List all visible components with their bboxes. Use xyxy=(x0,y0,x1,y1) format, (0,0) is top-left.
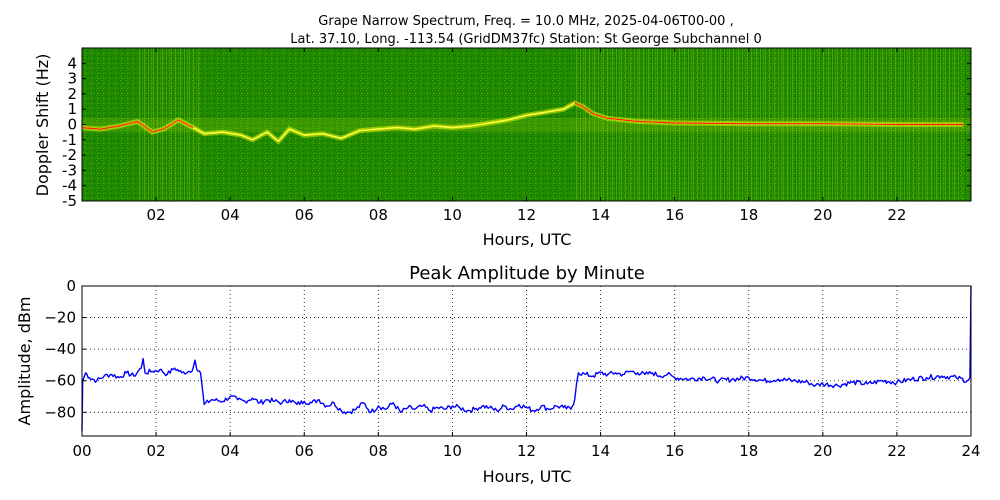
amp-x-tick-label: 06 xyxy=(295,442,314,460)
amp-y-tick-label: −40 xyxy=(44,340,76,358)
spec-x-tick-label: 12 xyxy=(517,206,536,224)
spectrogram-y-label: Doppler Shift (Hz) xyxy=(33,54,52,197)
amplitude-x-axis: 00 02 04 06 08 10 12 14 16 18 20 22 24 xyxy=(72,432,981,460)
spectrogram-x-label: Hours, UTC xyxy=(483,230,572,249)
amp-x-tick-label: 04 xyxy=(221,442,240,460)
amplitude-y-axis: 0 −20 −40 −60 −80 xyxy=(44,277,86,421)
amplitude-grid xyxy=(82,286,971,436)
spec-x-tick-label: 16 xyxy=(665,206,684,224)
amp-x-tick-label: 00 xyxy=(72,442,91,460)
spectrogram-x-axis: 02 04 06 08 10 12 14 16 18 20 22 xyxy=(147,48,906,224)
spec-x-tick-label: 18 xyxy=(739,206,758,224)
spec-y-tick-label: 1 xyxy=(67,100,77,118)
spec-x-tick-label: 06 xyxy=(295,206,314,224)
amp-y-tick-label: −20 xyxy=(44,309,76,327)
amp-y-tick-label: −60 xyxy=(44,372,76,390)
spec-x-tick-label: 22 xyxy=(887,206,906,224)
amplitude-x-label: Hours, UTC xyxy=(483,467,572,486)
figure-title-line1: Grape Narrow Spectrum, Freq. = 10.0 MHz,… xyxy=(318,14,733,29)
spectrogram-image xyxy=(82,48,971,201)
amplitude-plot-area xyxy=(82,286,971,436)
spec-y-tick-label: -3 xyxy=(62,161,77,179)
amp-x-tick-label: 22 xyxy=(887,442,906,460)
amplitude-panel: Peak Amplitude by Minute 00 02 04 06 08 10 12 1… xyxy=(15,263,981,486)
amp-x-tick-label: 12 xyxy=(517,442,536,460)
spec-y-tick-label: -5 xyxy=(62,192,77,210)
spec-x-tick-label: 20 xyxy=(813,206,832,224)
doppler-peak-trace-late xyxy=(574,102,964,126)
amp-y-tick-label: −80 xyxy=(44,403,76,421)
spec-x-tick-label: 08 xyxy=(369,206,388,224)
figure-title-line2: Lat. 37.10, Long. -113.54 (GridDM37fc) S… xyxy=(290,32,761,47)
spec-x-tick-label: 10 xyxy=(443,206,462,224)
spec-x-tick-label: 04 xyxy=(221,206,240,224)
amp-y-tick-label: 0 xyxy=(66,277,76,295)
amp-x-tick-label: 02 xyxy=(147,442,166,460)
amplitude-y-label: Amplitude, dBm xyxy=(15,297,34,426)
spec-y-tick-label: 4 xyxy=(67,54,77,72)
amp-x-tick-label: 14 xyxy=(591,442,610,460)
amp-x-tick-label: 10 xyxy=(443,442,462,460)
amp-x-tick-label: 08 xyxy=(369,442,388,460)
amplitude-series-line xyxy=(81,285,972,432)
amp-x-tick-label: 18 xyxy=(739,442,758,460)
amp-x-tick-label: 24 xyxy=(961,442,980,460)
doppler-peak-trace xyxy=(82,119,194,133)
spec-y-tick-label: 3 xyxy=(67,70,77,88)
spec-y-tick-label: 0 xyxy=(67,116,77,134)
amp-x-tick-label: 20 xyxy=(813,442,832,460)
spec-x-tick-label: 14 xyxy=(591,206,610,224)
spec-y-tick-label: -1 xyxy=(62,131,77,149)
amp-x-tick-label: 16 xyxy=(665,442,684,460)
amplitude-title: Peak Amplitude by Minute xyxy=(409,263,645,284)
spec-y-tick-label: -4 xyxy=(62,177,77,195)
spec-y-tick-label: 2 xyxy=(67,85,77,103)
spec-y-tick-label: -2 xyxy=(62,146,77,164)
spec-x-tick-label: 02 xyxy=(147,206,166,224)
